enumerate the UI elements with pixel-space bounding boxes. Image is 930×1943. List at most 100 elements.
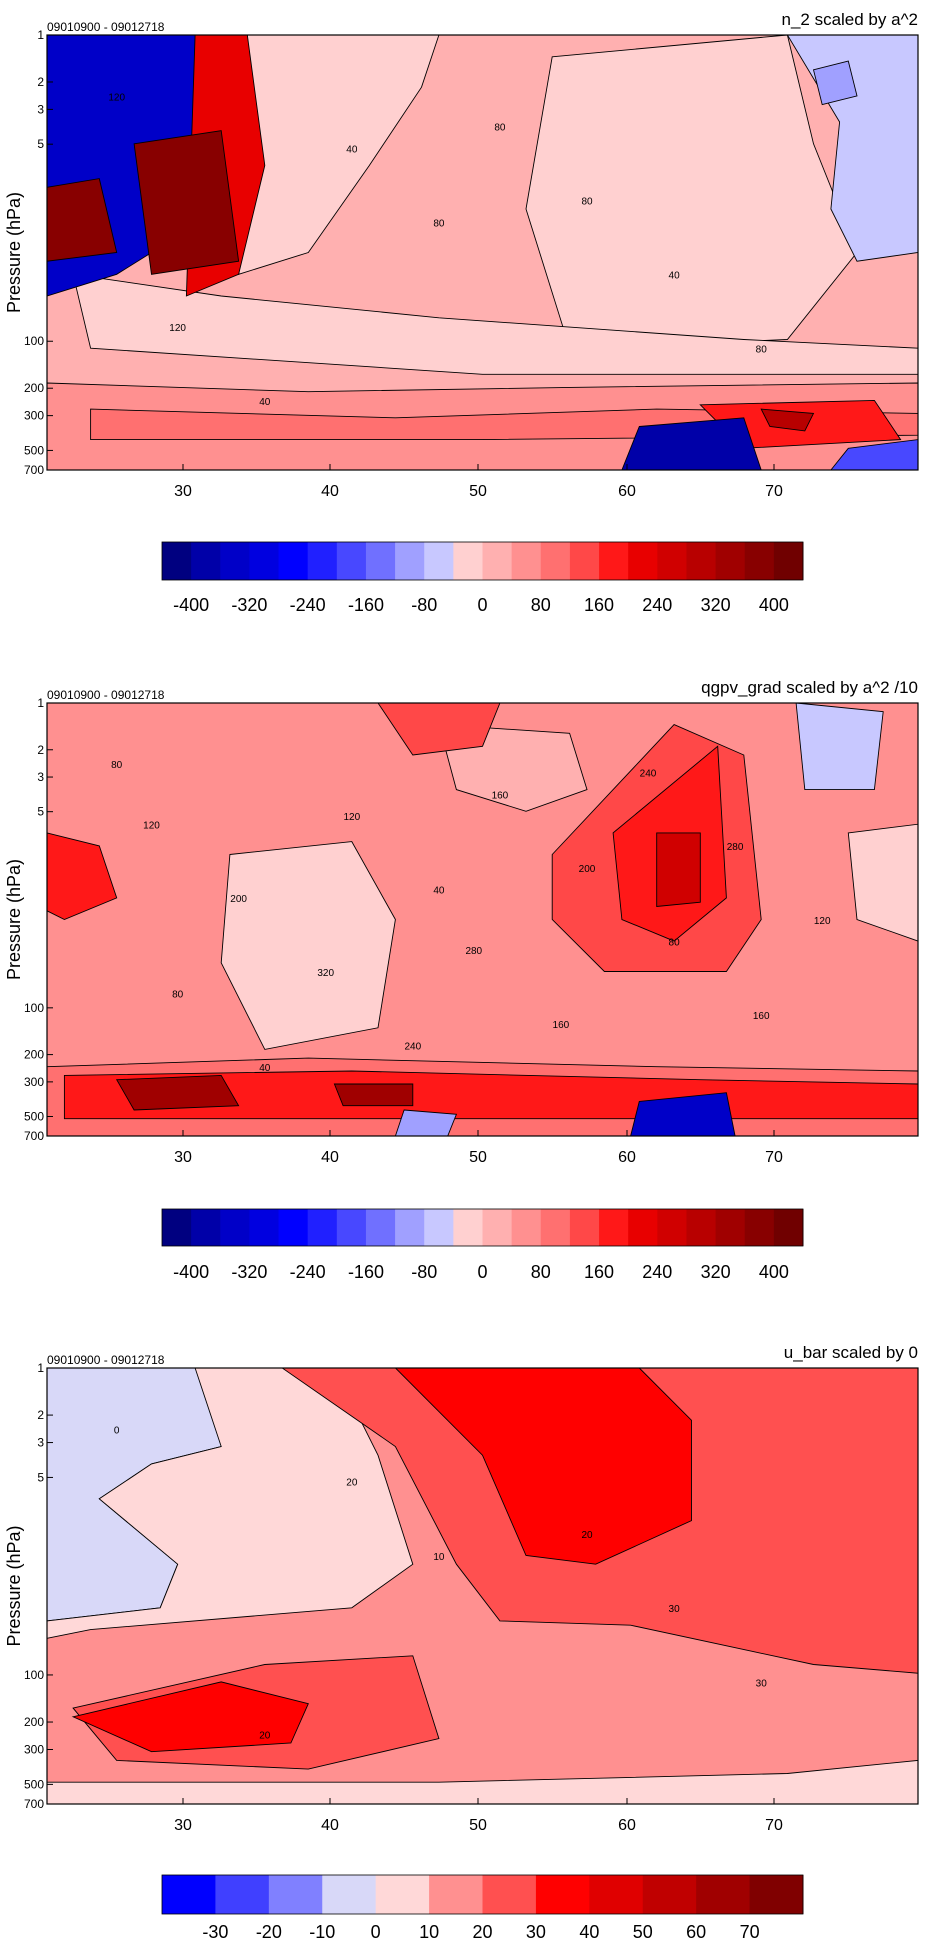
colorbar-swatch xyxy=(365,1209,396,1246)
colorbar-label: 80 xyxy=(531,1262,551,1282)
colorbar-swatch xyxy=(365,542,396,580)
field-region xyxy=(760,408,815,432)
colorbar-swatch xyxy=(307,1209,338,1246)
y-axis-label: Pressure (hPa) xyxy=(4,859,24,980)
colorbar-swatch xyxy=(322,1875,377,1914)
colorbar-swatch xyxy=(511,1209,542,1246)
x-tick-label: 50 xyxy=(469,1817,487,1834)
colorbar-frame xyxy=(161,1874,804,1915)
colorbar-frame xyxy=(161,541,804,581)
contour-label: 40 xyxy=(259,1063,271,1074)
colorbar-label: 0 xyxy=(371,1922,381,1942)
colorbar-swatch xyxy=(511,542,542,580)
contour-label: 20 xyxy=(259,1731,271,1742)
plot-frame xyxy=(46,34,919,471)
chart-panel-3: u_bar scaled by 0 09010900 - 09012718 Pres… xyxy=(4,1343,919,1942)
colorbar-swatch xyxy=(162,542,192,580)
chart-panel-2: qgpv_grad scaled by a^2 /10 09010900 - 09… xyxy=(4,678,919,1282)
colorbar-swatch xyxy=(191,542,221,580)
field-region xyxy=(115,1074,240,1111)
colorbar-swatch xyxy=(220,1209,250,1246)
contour-label: 80 xyxy=(581,197,593,208)
x-tick-label: 30 xyxy=(174,1149,192,1166)
colorbar-label: -160 xyxy=(348,595,384,615)
colorbar-swatch xyxy=(686,542,717,580)
contour-label: 40 xyxy=(346,144,358,155)
colorbar-swatch xyxy=(249,542,280,580)
contour-label: 80 xyxy=(111,760,123,771)
contour-label: 20 xyxy=(581,1530,593,1541)
colorbar-swatch xyxy=(336,542,367,580)
contour-label: 80 xyxy=(669,937,681,948)
colorbar-swatch xyxy=(278,1209,309,1246)
colorbar-swatch xyxy=(628,1209,658,1246)
y-tick-label: 3 xyxy=(37,770,44,784)
field-region xyxy=(394,1109,458,1137)
colorbar-swatch xyxy=(191,1209,221,1246)
colorbar-swatch xyxy=(589,1875,644,1914)
colorbar-swatch xyxy=(453,1209,483,1246)
colorbar-swatch xyxy=(540,1209,571,1246)
contour-label: 0 xyxy=(114,1425,120,1436)
colorbar-swatch xyxy=(429,1875,483,1914)
x-tick-label: 30 xyxy=(174,483,192,500)
contour-label: 10 xyxy=(433,1552,445,1563)
contour-label: 120 xyxy=(814,916,831,927)
x-tick-label: 50 xyxy=(469,1149,487,1166)
colorbar-swatch xyxy=(540,542,571,580)
colorbar-swatch xyxy=(599,542,629,580)
y-axis-label: Pressure (hPa) xyxy=(4,192,24,313)
x-tick-label: 40 xyxy=(321,1817,339,1834)
contour-label: 30 xyxy=(756,1678,768,1689)
contour-label: 80 xyxy=(172,989,184,1000)
colorbar-swatch xyxy=(569,542,600,580)
x-tick-label: 70 xyxy=(765,483,783,500)
colorbar-label: 50 xyxy=(633,1922,653,1942)
colorbar-swatch xyxy=(278,542,309,580)
colorbar-label: -240 xyxy=(290,1262,326,1282)
colorbar-swatch xyxy=(249,1209,280,1246)
colorbar-swatch xyxy=(773,1209,804,1246)
y-tick-label: 2 xyxy=(37,1408,44,1422)
colorbar-label: 60 xyxy=(686,1922,706,1942)
x-tick-label: 40 xyxy=(321,1149,339,1166)
colorbar-swatch xyxy=(215,1875,270,1914)
x-tick-label: 60 xyxy=(618,1149,636,1166)
colorbar-label: -320 xyxy=(231,1262,267,1282)
colorbar-swatch xyxy=(453,542,483,580)
colorbar-swatch xyxy=(535,1875,590,1914)
colorbar-swatch xyxy=(642,1875,697,1914)
date-range: 09010900 - 09012718 xyxy=(47,1353,165,1367)
colorbar-label: -320 xyxy=(231,595,267,615)
colorbar-label: -400 xyxy=(173,595,209,615)
colorbar-label: -30 xyxy=(202,1922,228,1942)
contour-label: 160 xyxy=(492,790,509,801)
colorbar-label: 10 xyxy=(419,1922,439,1942)
colorbar-label: 20 xyxy=(472,1922,492,1942)
contour-label: 320 xyxy=(317,968,334,979)
contour-label: 280 xyxy=(727,842,744,853)
contour-label: 280 xyxy=(465,946,482,957)
colorbar-label: -80 xyxy=(411,1262,437,1282)
y-tick-label: 300 xyxy=(24,1743,44,1757)
field-region xyxy=(133,130,240,275)
y-tick-label: 100 xyxy=(24,1001,44,1015)
contour-label: 80 xyxy=(756,345,768,356)
y-tick-label: 200 xyxy=(24,1048,44,1062)
colorbar-label: 0 xyxy=(477,595,487,615)
contour-label: 240 xyxy=(404,1041,421,1052)
colorbar-swatch xyxy=(482,1875,537,1914)
colorbar-label: 80 xyxy=(531,595,551,615)
y-tick-label: 500 xyxy=(24,443,44,457)
contour-label: 40 xyxy=(433,886,445,897)
contour-label: 30 xyxy=(669,1604,681,1615)
colorbar-swatch xyxy=(657,1209,687,1246)
x-tick-label: 60 xyxy=(618,483,636,500)
field-region xyxy=(220,841,396,1050)
colorbar-label: -10 xyxy=(309,1922,335,1942)
colorbar-label: 320 xyxy=(701,595,731,615)
field-region xyxy=(525,34,858,349)
colorbar-label: -400 xyxy=(173,1262,209,1282)
y-tick-label: 1 xyxy=(37,696,44,710)
colorbar-label: 160 xyxy=(584,595,614,615)
